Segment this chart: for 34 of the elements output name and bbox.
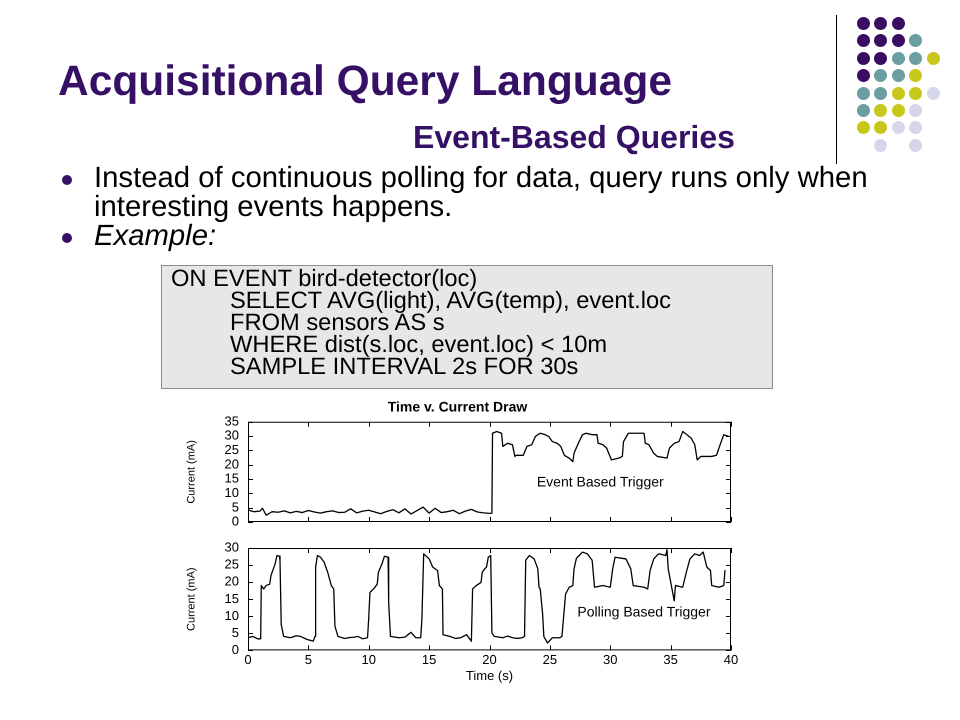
y-tick-label: 30 — [224, 428, 239, 443]
text: Acquisitional Query Language — [58, 57, 672, 107]
y-axis-title: Current (mA) — [186, 567, 198, 631]
x-tick-label: 40 — [724, 652, 738, 667]
y-tick-label: 0 — [232, 642, 239, 657]
x-tick-label: 35 — [663, 652, 678, 667]
x-tick-label: 5 — [304, 652, 312, 667]
y-tick-label: 15 — [224, 590, 239, 606]
text: Event-Based Queries — [413, 118, 735, 156]
y-tick-label: 25 — [224, 556, 239, 572]
y-tick-label: 10 — [224, 484, 239, 500]
annotation: Polling Based Trigger — [577, 603, 711, 620]
y-tick-label: 10 — [224, 608, 239, 623]
x-tick-label: 25 — [542, 652, 558, 667]
x-tick-label: 10 — [362, 652, 376, 667]
y-tick-label: 20 — [224, 456, 239, 472]
x-axis-title: Time (s) — [466, 668, 514, 684]
text: ON EVENT bird-detector(loc) — [171, 266, 478, 292]
y-tick-label: 35 — [224, 413, 239, 428]
y-tick-label: 5 — [232, 499, 239, 514]
y-tick-label: 20 — [224, 574, 239, 589]
y-tick-label: 25 — [224, 442, 239, 458]
x-tick-label: 30 — [603, 652, 618, 667]
y-tick-label: 30 — [224, 540, 239, 555]
annotation: Event Based Trigger — [536, 473, 664, 490]
x-tick-label: 20 — [482, 652, 497, 667]
y-tick-label: 5 — [232, 624, 239, 640]
y-tick-label: 0 — [232, 514, 239, 529]
y-axis-title: Current (mA) — [186, 440, 198, 504]
y-tick-label: 15 — [224, 470, 239, 486]
text: WHERE dist(s.loc, event.loc) < 10m — [230, 332, 608, 358]
chart-title: Time v. Current Draw — [388, 398, 528, 414]
x-tick-label: 0 — [244, 652, 252, 667]
x-tick-label: 15 — [422, 652, 436, 667]
